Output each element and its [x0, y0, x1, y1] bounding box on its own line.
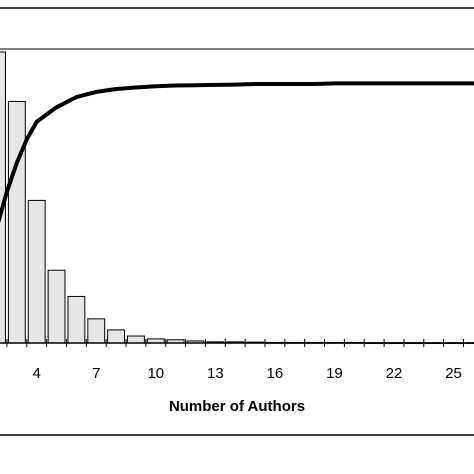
bar	[87, 318, 106, 344]
bar	[67, 295, 86, 344]
x-tick-label: 10	[147, 365, 164, 382]
bar	[27, 199, 46, 344]
x-tick-label: 7	[92, 365, 100, 382]
x-axis-title: Number of Authors	[169, 398, 305, 415]
x-tick-label: 25	[445, 365, 462, 382]
bar	[7, 100, 26, 344]
x-tick-label: 13	[207, 365, 224, 382]
bar	[47, 269, 66, 344]
x-tick-label: 19	[326, 365, 343, 382]
x-tick-label: 4	[33, 365, 41, 382]
bar	[127, 335, 145, 344]
line-series	[0, 81, 474, 224]
bar	[107, 329, 126, 344]
x-axis-tick-labels: 4 7 10 13 16 19 22 25	[33, 365, 462, 382]
x-tick-label: 16	[267, 365, 284, 382]
x-tick-label: 22	[386, 365, 403, 382]
x-axis-ticks	[6, 339, 464, 347]
